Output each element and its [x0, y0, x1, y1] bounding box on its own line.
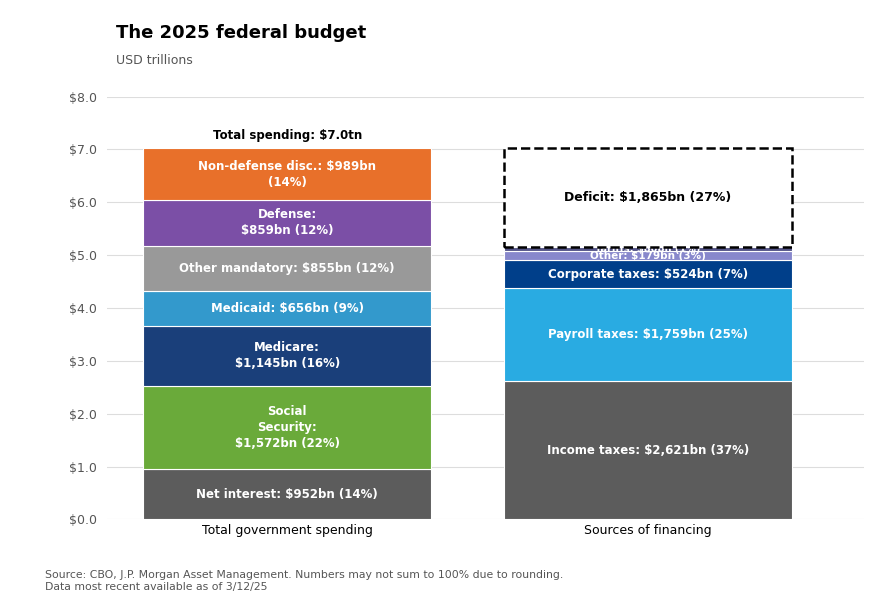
Bar [503, 246, 792, 251]
Text: Non-defense disc.: $989bn
(14%): Non-defense disc.: $989bn (14%) [198, 159, 376, 188]
Text: Total spending: $7.0tn: Total spending: $7.0tn [213, 129, 362, 142]
Bar [143, 386, 431, 469]
Text: Defense:
$859bn (12%): Defense: $859bn (12%) [241, 208, 333, 237]
Bar [503, 288, 792, 381]
Text: The 2025 federal budget: The 2025 federal budget [116, 24, 366, 42]
Text: Net interest: $952bn (14%): Net interest: $952bn (14%) [196, 488, 378, 501]
Text: Corporate taxes: $524bn (7%): Corporate taxes: $524bn (7%) [548, 268, 748, 281]
Bar [143, 469, 431, 519]
Bar [143, 246, 431, 291]
Text: Source: CBO, J.P. Morgan Asset Management. Numbers may not sum to 100% due to ro: Source: CBO, J.P. Morgan Asset Managemen… [45, 570, 563, 592]
Text: Other: $179bn (3%): Other: $179bn (3%) [590, 251, 706, 260]
Bar [503, 148, 792, 246]
Bar [143, 201, 431, 246]
Bar [143, 326, 431, 386]
Bar [503, 260, 792, 288]
Bar [503, 251, 792, 260]
Bar [143, 291, 431, 326]
Text: Medicare:
$1,145bn (16%): Medicare: $1,145bn (16%) [234, 341, 339, 370]
Text: Income taxes: $2,621bn (37%): Income taxes: $2,621bn (37%) [547, 444, 749, 457]
Bar [503, 381, 792, 519]
Text: Payroll taxes: $1,759bn (25%): Payroll taxes: $1,759bn (25%) [548, 328, 748, 341]
Bar [143, 148, 431, 201]
Text: Medicaid: $656bn (9%): Medicaid: $656bn (9%) [211, 302, 364, 315]
Text: Deficit: $1,865bn (27%): Deficit: $1,865bn (27%) [564, 191, 732, 204]
Text: USD trillions: USD trillions [116, 54, 192, 68]
Text: Social
Security:
$1,572bn (22%): Social Security: $1,572bn (22%) [234, 405, 339, 450]
Text: Tariffs: $80bn (1%): Tariffs: $80bn (1%) [595, 243, 700, 254]
Text: Other mandatory: $855bn (12%): Other mandatory: $855bn (12%) [179, 262, 395, 275]
